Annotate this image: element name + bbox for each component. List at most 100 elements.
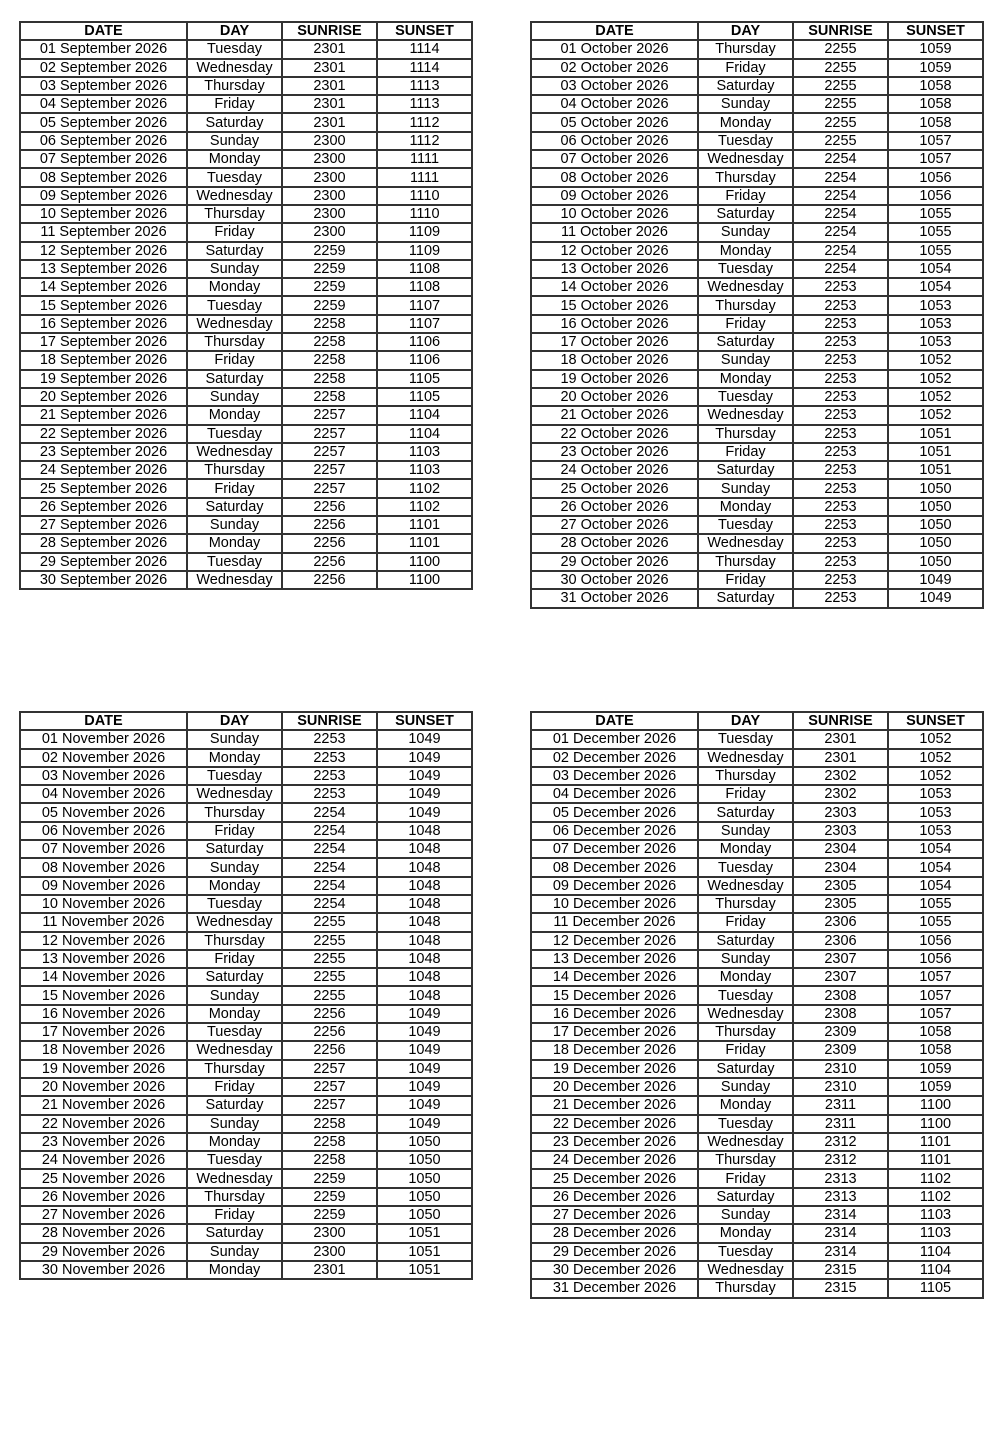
date-cell: 09 October 2026 bbox=[530, 185, 699, 206]
table-row: 09 December 2026 Wednesday 2305 1054 bbox=[530, 875, 984, 896]
sunrise-cell: 2254 bbox=[792, 258, 889, 280]
sunset-cell: 1048 bbox=[376, 930, 473, 951]
date-cell: 26 October 2026 bbox=[530, 496, 699, 518]
day-cell: Thursday bbox=[697, 1150, 794, 1171]
day-cell: Sunday bbox=[186, 258, 283, 280]
day-cell: Saturday bbox=[697, 203, 794, 225]
sunrise-cell: 2311 bbox=[792, 1095, 889, 1116]
sunrise-cell: 2315 bbox=[792, 1278, 889, 1299]
table-row: 02 September 2026 Wednesday 2301 1114 bbox=[19, 57, 473, 78]
day-cell: Monday bbox=[697, 1223, 794, 1244]
table-row: 14 September 2026 Monday 2259 1108 bbox=[19, 277, 473, 298]
day-cell: Friday bbox=[697, 1168, 794, 1189]
sunset-cell: 1053 bbox=[887, 332, 984, 353]
table-row: 03 December 2026 Thursday 2302 1052 bbox=[530, 765, 984, 787]
date-cell: 02 October 2026 bbox=[530, 57, 699, 78]
sunrise-cell: 2301 bbox=[792, 747, 889, 768]
table-row: 14 October 2026 Wednesday 2253 1054 bbox=[530, 277, 984, 298]
day-cell: Saturday bbox=[697, 332, 794, 353]
sunrise-cell: 2253 bbox=[792, 313, 889, 335]
sunset-cell: 1049 bbox=[376, 747, 473, 768]
table-row: 31 October 2026 Saturday 2253 1049 bbox=[530, 588, 984, 609]
date-cell: 20 December 2026 bbox=[530, 1076, 699, 1098]
day-cell: Tuesday bbox=[186, 295, 283, 316]
sunrise-cell: 2315 bbox=[792, 1259, 889, 1281]
date-cell: 27 September 2026 bbox=[19, 514, 188, 536]
day-cell: Monday bbox=[697, 1095, 794, 1116]
sunset-cell: 1048 bbox=[376, 839, 473, 860]
table-row: 16 November 2026 Monday 2256 1049 bbox=[19, 1003, 473, 1025]
date-cell: 30 September 2026 bbox=[19, 569, 188, 591]
sunset-cell: 1101 bbox=[376, 514, 473, 536]
sunset-cell: 1050 bbox=[376, 1168, 473, 1189]
table-row: 21 October 2026 Wednesday 2253 1052 bbox=[530, 405, 984, 426]
day-cell: Monday bbox=[186, 533, 283, 554]
day-cell: Friday bbox=[186, 478, 283, 499]
date-cell: 02 November 2026 bbox=[19, 747, 188, 768]
sunset-cell: 1052 bbox=[887, 405, 984, 426]
sunset-cell: 1053 bbox=[887, 784, 984, 805]
sunrise-cell: 2253 bbox=[792, 441, 889, 463]
table-row: 03 November 2026 Tuesday 2253 1049 bbox=[19, 765, 473, 787]
day-cell: Monday bbox=[697, 112, 794, 133]
sunset-cell: 1056 bbox=[887, 185, 984, 206]
date-cell: 21 September 2026 bbox=[19, 405, 188, 426]
sunrise-cell: 2254 bbox=[281, 820, 378, 842]
date-cell: 09 November 2026 bbox=[19, 875, 188, 896]
sunset-cell: 1052 bbox=[887, 747, 984, 768]
day-cell: Thursday bbox=[697, 167, 794, 188]
sunset-cell: 1111 bbox=[376, 149, 473, 170]
sunrise-cell: 2256 bbox=[281, 569, 378, 591]
sunset-cell: 1100 bbox=[376, 569, 473, 591]
table-row: 18 October 2026 Sunday 2253 1052 bbox=[530, 350, 984, 371]
sunset-cell: 1059 bbox=[887, 1076, 984, 1098]
date-cell: 27 October 2026 bbox=[530, 514, 699, 536]
day-cell: Wednesday bbox=[697, 1003, 794, 1025]
sunset-cell: 1055 bbox=[887, 912, 984, 933]
date-cell: 11 November 2026 bbox=[19, 912, 188, 933]
sunset-cell: 1105 bbox=[887, 1278, 984, 1299]
sunset-cell: 1110 bbox=[376, 185, 473, 206]
sunset-cell: 1054 bbox=[887, 857, 984, 878]
date-cell: 17 September 2026 bbox=[19, 332, 188, 353]
sunrise-cell: 2255 bbox=[792, 57, 889, 78]
table-row: 15 December 2026 Tuesday 2308 1057 bbox=[530, 985, 984, 1006]
sunset-cell: 1052 bbox=[887, 386, 984, 408]
sunset-cell: 1058 bbox=[887, 94, 984, 115]
sunset-cell: 1049 bbox=[376, 1022, 473, 1043]
sunrise-cell: 2301 bbox=[281, 57, 378, 78]
sunset-cell: 1053 bbox=[887, 820, 984, 842]
table-row: 12 October 2026 Monday 2254 1055 bbox=[530, 240, 984, 261]
sunset-cell: 1109 bbox=[376, 240, 473, 261]
day-cell: Friday bbox=[697, 1040, 794, 1061]
table-row: 05 December 2026 Saturday 2303 1053 bbox=[530, 802, 984, 823]
header-row: DATE DAY SUNRISE SUNSET bbox=[19, 710, 473, 732]
date-cell: 05 October 2026 bbox=[530, 112, 699, 133]
date-cell: 20 September 2026 bbox=[19, 386, 188, 408]
sunrise-cell: 2253 bbox=[792, 405, 889, 426]
sunrise-cell: 2256 bbox=[281, 533, 378, 554]
sunset-cell: 1055 bbox=[887, 222, 984, 243]
day-cell: Tuesday bbox=[697, 985, 794, 1006]
day-cell: Saturday bbox=[697, 1058, 794, 1079]
table-row: 14 December 2026 Monday 2307 1057 bbox=[530, 967, 984, 988]
table-row: 27 September 2026 Sunday 2256 1101 bbox=[19, 514, 473, 536]
sunset-cell: 1107 bbox=[376, 313, 473, 335]
sunrise-cell: 2255 bbox=[281, 930, 378, 951]
table-row: 02 October 2026 Friday 2255 1059 bbox=[530, 57, 984, 78]
sunset-cell: 1103 bbox=[376, 441, 473, 463]
date-cell: 23 November 2026 bbox=[19, 1131, 188, 1153]
sunrise-cell: 2258 bbox=[281, 386, 378, 408]
day-cell: Wednesday bbox=[697, 149, 794, 170]
day-cell: Wednesday bbox=[697, 1259, 794, 1281]
date-cell: 26 November 2026 bbox=[19, 1186, 188, 1208]
date-cell: 10 November 2026 bbox=[19, 893, 188, 915]
sunrise-cell: 2257 bbox=[281, 478, 378, 499]
day-cell: Thursday bbox=[697, 1278, 794, 1299]
table-row: 07 December 2026 Monday 2304 1054 bbox=[530, 839, 984, 860]
date-cell: 12 September 2026 bbox=[19, 240, 188, 261]
sunset-cell: 1059 bbox=[887, 1058, 984, 1079]
day-cell: Tuesday bbox=[697, 130, 794, 152]
sunset-cell: 1052 bbox=[887, 368, 984, 389]
table-row: 10 November 2026 Tuesday 2254 1048 bbox=[19, 893, 473, 915]
